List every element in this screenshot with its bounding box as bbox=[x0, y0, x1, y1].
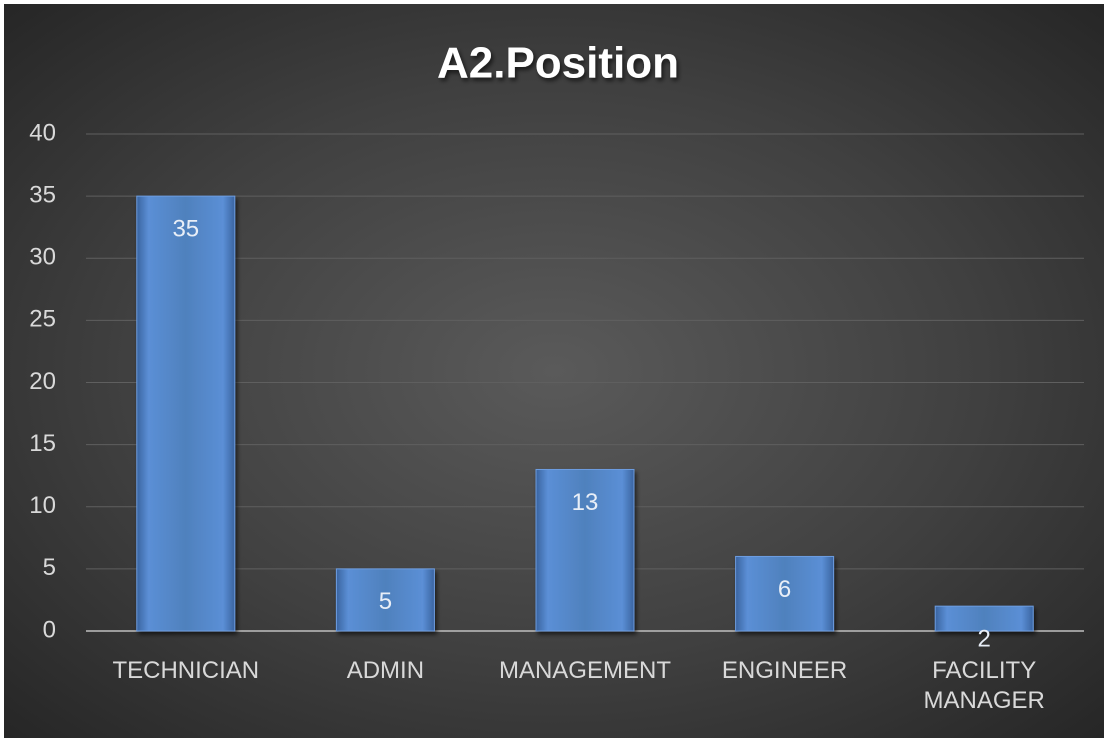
bar bbox=[934, 605, 1034, 632]
y-tick-label: 0 bbox=[43, 616, 56, 643]
y-tick-label: 30 bbox=[29, 244, 56, 271]
chart: A2.Position 0 5 10 15 20 25 30 35 40 35 5 13 6 2 TECH… bbox=[4, 4, 1104, 738]
data-label: 2 bbox=[978, 625, 991, 652]
bar bbox=[735, 555, 835, 632]
data-label: 13 bbox=[572, 489, 599, 516]
bar bbox=[335, 568, 435, 632]
x-tick-label: ENGINEER bbox=[721, 657, 848, 684]
bar bbox=[535, 468, 635, 632]
data-label: 5 bbox=[379, 588, 392, 615]
x-tick-label: FACILITY MANAGER bbox=[923, 657, 1045, 714]
y-tick-label: 25 bbox=[29, 306, 56, 333]
x-tick-label: TECHNICIAN bbox=[112, 657, 260, 684]
y-tick-label: 5 bbox=[43, 554, 56, 581]
y-tick-label: 35 bbox=[29, 181, 56, 208]
chart-title: A2.Position bbox=[437, 39, 679, 88]
x-tick-label: ADMIN bbox=[346, 657, 425, 684]
y-tick-label: 15 bbox=[29, 430, 56, 457]
chart-svg: A2.Position 0 5 10 15 20 25 30 35 40 35 5 13 6 2 bbox=[29, 39, 1084, 652]
data-label: 6 bbox=[778, 576, 791, 603]
bar bbox=[136, 195, 236, 632]
y-tick-label: 40 bbox=[29, 119, 56, 146]
data-label: 35 bbox=[172, 215, 199, 242]
y-tick-label: 10 bbox=[29, 492, 56, 519]
x-tick-label: MANAGEMENT bbox=[498, 657, 671, 684]
y-tick-label: 20 bbox=[29, 368, 56, 395]
